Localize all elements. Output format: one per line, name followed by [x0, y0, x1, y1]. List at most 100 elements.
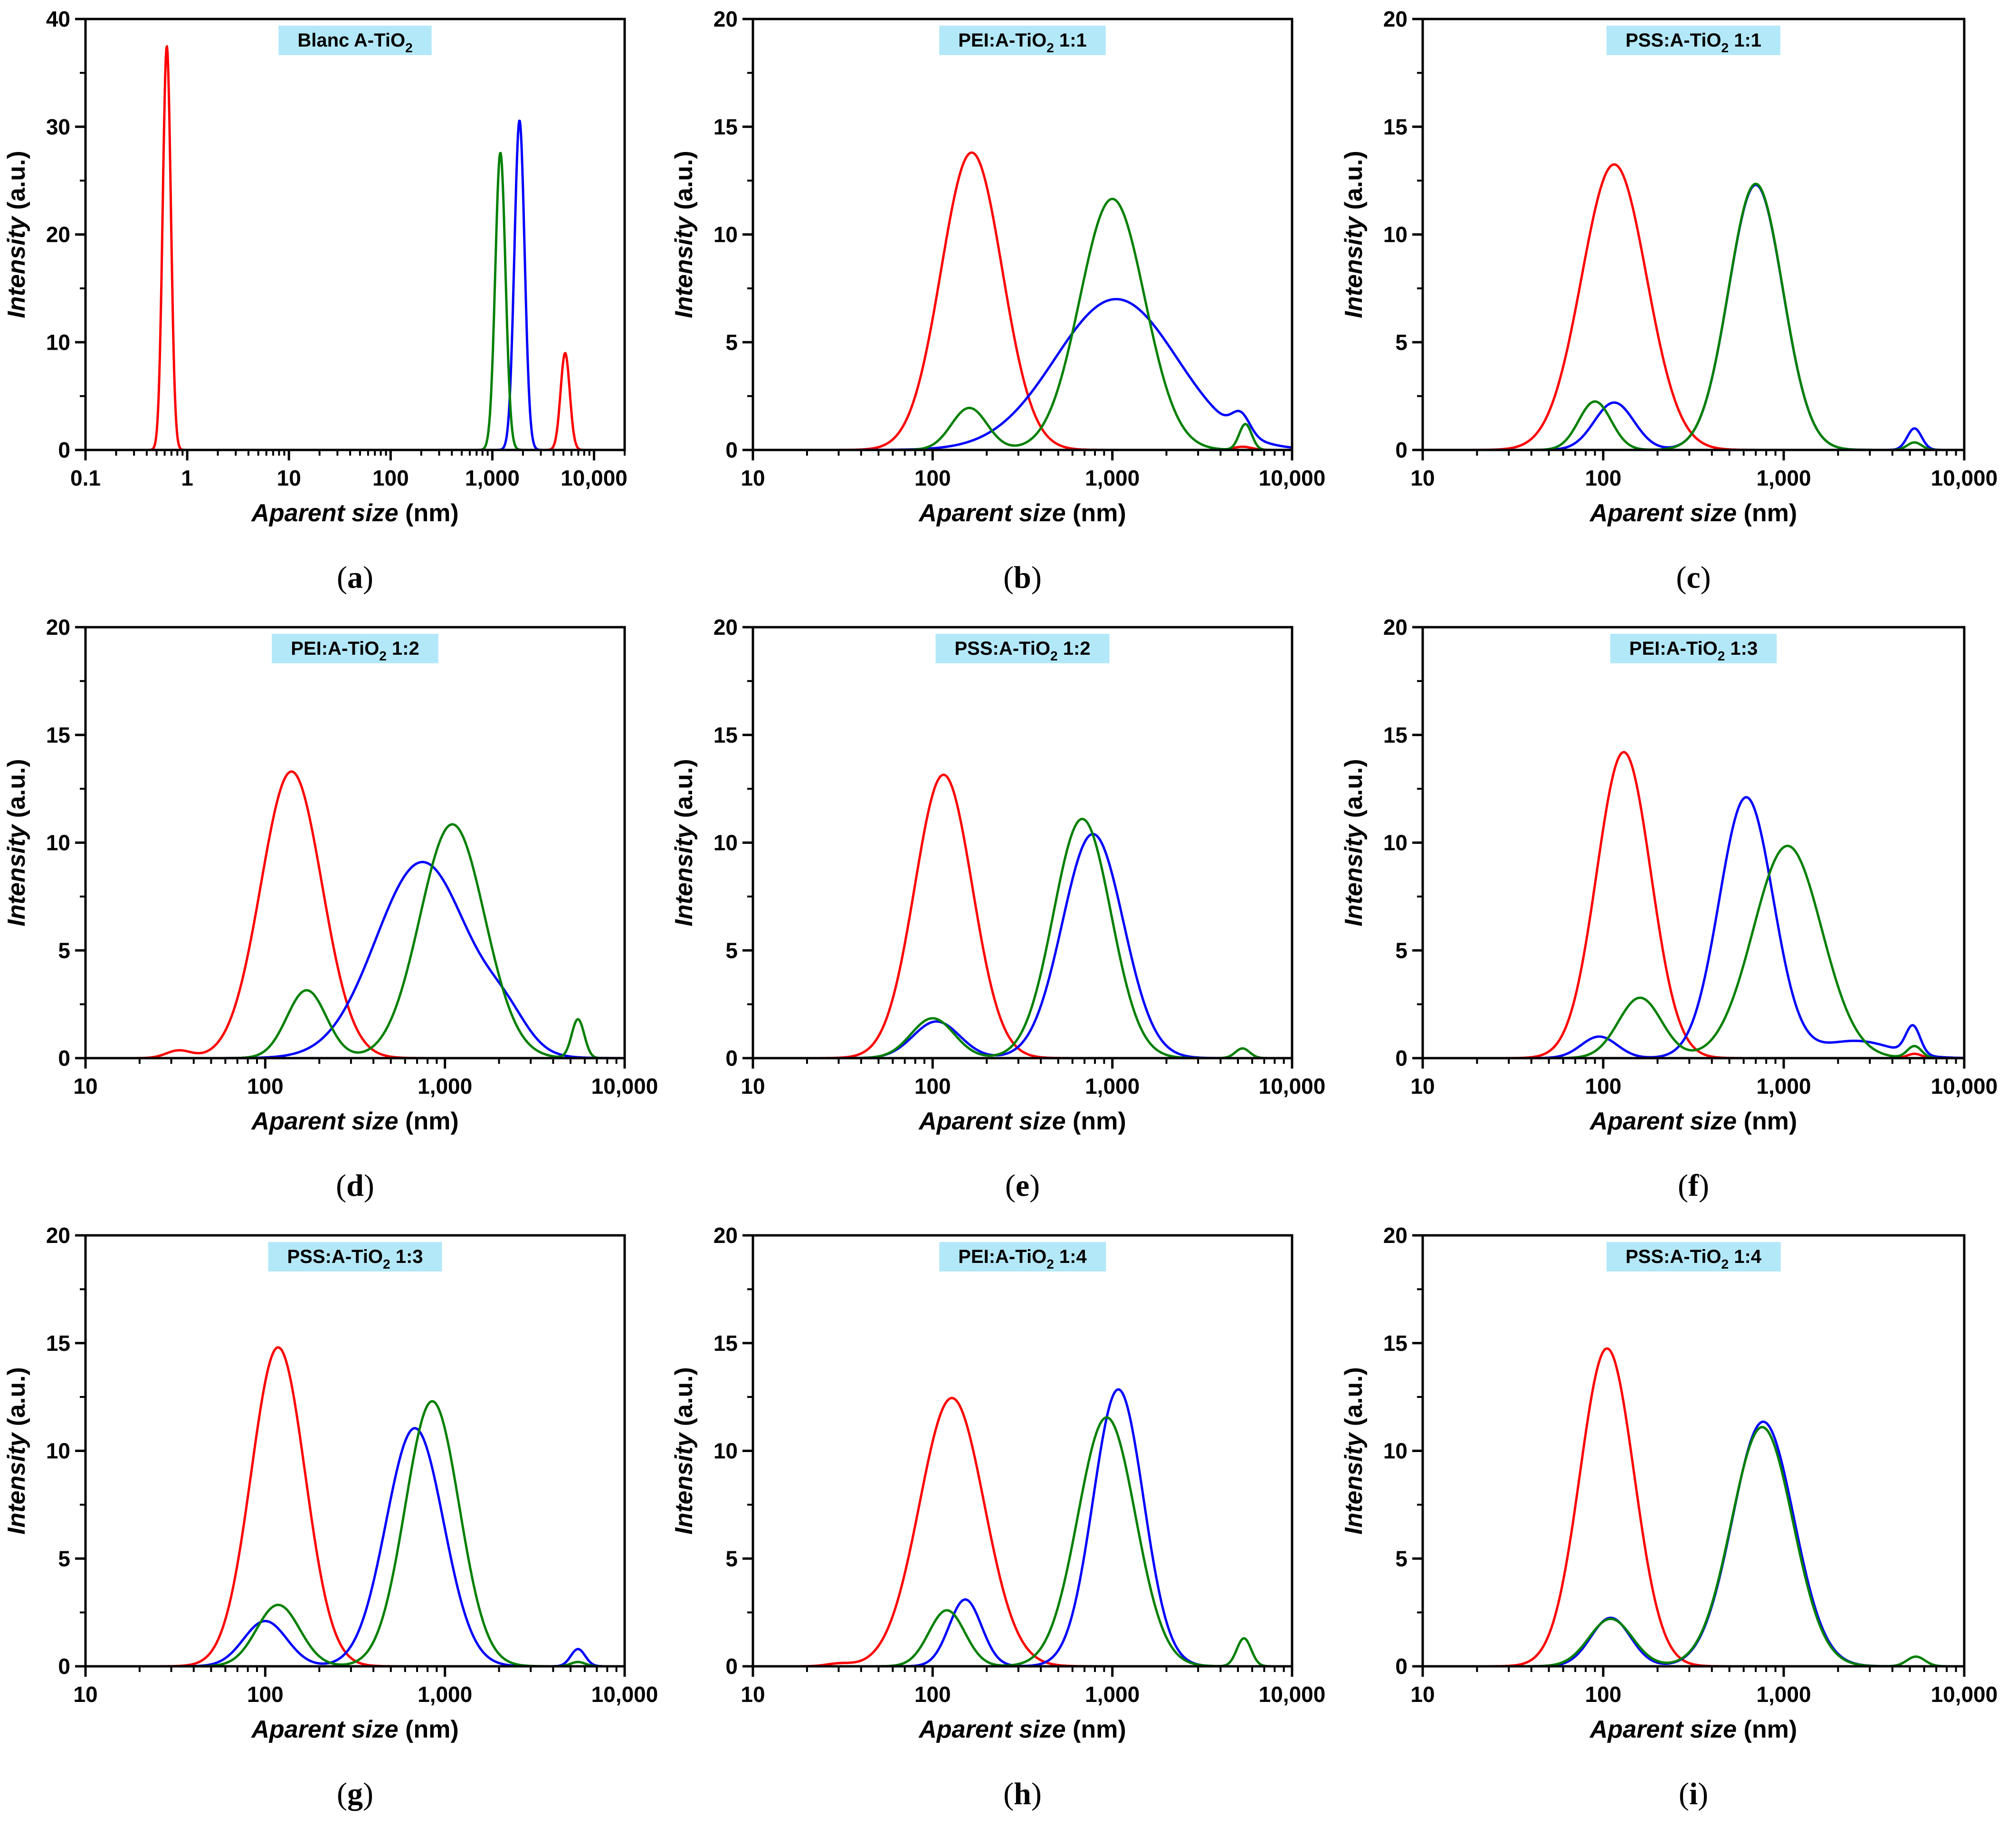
x-tick-label: 10,000 [1259, 466, 1326, 490]
y-tick-label: 0 [725, 438, 738, 462]
y-tick-label: 0 [58, 438, 70, 462]
panel-title-text: PSS:A-TiO2 1:3 [287, 1246, 423, 1271]
x-tick-label: 100 [914, 1074, 951, 1099]
y-tick-label: 15 [713, 115, 738, 139]
y-tick-label: 0 [725, 1046, 738, 1070]
x-axis-title: Aparent size (nm) [918, 1108, 1126, 1135]
panel-title: PEI:A-TiO2 1:2 [272, 634, 438, 663]
x-tick-label: 100 [247, 1682, 284, 1707]
panel-title: PSS:A-TiO2 1:1 [1606, 26, 1781, 55]
x-axis-title: Aparent size (nm) [250, 1716, 458, 1743]
y-tick-label: 20 [713, 615, 738, 640]
y-tick-label: 20 [46, 1223, 70, 1248]
plot-frame [751, 1234, 1293, 1668]
panel-letter: (c) [1676, 560, 1711, 595]
x-axis-title: Aparent size (nm) [918, 499, 1126, 527]
x-tick-label: 10 [73, 1074, 97, 1099]
panel-title-text: PSS:A-TiO2 1:1 [1626, 30, 1761, 55]
y-tick-label: 0 [1395, 1046, 1407, 1070]
x-tick-label: 100 [1585, 1682, 1622, 1707]
panel-letter: (h) [1003, 1777, 1042, 1811]
x-tick-label: 10 [741, 466, 765, 490]
panel-letter: (d) [336, 1168, 374, 1203]
x-tick-label: 10,000 [591, 1682, 658, 1707]
y-axis-title: Intensity (a.u.) [670, 151, 698, 318]
panel-title-background [935, 634, 1110, 663]
y-axis-title: Intensity (a.u.) [1340, 1367, 1368, 1535]
x-tick-label: 10,000 [1931, 466, 1998, 490]
panel-title-background [268, 1242, 442, 1271]
x-tick-label: 10,000 [1931, 1682, 1998, 1707]
y-tick-label: 15 [1383, 1331, 1407, 1356]
chart-panel-e: 10 100 1,000 10,000 0 5 10 15 20 Aparent size (nm… [670, 615, 1325, 1203]
y-tick-label: 0 [1395, 1654, 1407, 1679]
chart-panel-d: 10 100 1,000 10,000 0 5 10 15 20 Aparent size (nm… [3, 615, 658, 1203]
series-red-line [752, 1396, 1293, 1668]
y-tick-label: 20 [46, 222, 70, 247]
x-tick-label: 10 [73, 1682, 97, 1707]
y-tick-label: 15 [46, 723, 70, 747]
panel-letter: (g) [337, 1777, 373, 1811]
x-tick-label: 1,000 [465, 466, 520, 490]
panel-title-text: PSS:A-TiO2 1:2 [954, 638, 1090, 663]
x-tick-label: 10 [741, 1074, 765, 1099]
x-tick-label: 10 [741, 1682, 765, 1707]
y-tick-label: 10 [46, 831, 70, 855]
x-axis-title: Aparent size (nm) [918, 1716, 1126, 1743]
series-blue-line [752, 832, 1293, 1060]
series-red-line [1422, 751, 1965, 1060]
y-tick-label: 40 [46, 7, 70, 31]
plot-frame [751, 626, 1293, 1060]
series-blue-line [85, 119, 626, 451]
y-tick-label: 10 [1383, 1439, 1407, 1463]
panel-title-background [939, 26, 1106, 55]
x-tick-label: 100 [1585, 1074, 1622, 1099]
x-tick-label: 10,000 [561, 466, 628, 490]
y-tick-label: 15 [713, 723, 738, 747]
x-tick-label: 1 [181, 466, 193, 490]
panel-title: PSS:A-TiO2 1:2 [935, 634, 1110, 663]
series-green-line [1422, 1426, 1965, 1668]
panel-title: PEI:A-TiO2 1:1 [939, 26, 1106, 55]
panel-title-background [278, 26, 432, 55]
series-blue-line [1422, 796, 1965, 1060]
chart-panel-h: 10 100 1,000 10,000 0 5 10 15 20 Aparent size (nm… [670, 1223, 1325, 1811]
chart-panel-i: 10 100 1,000 10,000 0 5 10 15 20 Aparent size (nm… [1340, 1223, 1997, 1811]
series-green-line [752, 818, 1293, 1060]
x-tick-label: 10 [277, 466, 301, 490]
x-tick-label: 100 [1585, 466, 1622, 490]
y-tick-label: 20 [713, 1223, 738, 1248]
y-tick-label: 30 [46, 115, 70, 139]
y-tick-label: 20 [1383, 615, 1407, 640]
panel-letter: (e) [1005, 1168, 1040, 1203]
y-tick-label: 20 [1383, 7, 1407, 31]
panel-title: PEI:A-TiO2 1:3 [1610, 634, 1777, 663]
x-tick-label: 1,000 [1756, 466, 1811, 490]
series-red-line [85, 770, 626, 1060]
series-blue-line [752, 1388, 1293, 1668]
x-tick-label: 10 [1410, 1682, 1435, 1707]
x-tick-label: 10,000 [1259, 1682, 1326, 1707]
y-tick-label: 5 [58, 1546, 70, 1571]
y-tick-label: 5 [725, 330, 738, 354]
x-tick-label: 10,000 [591, 1074, 658, 1099]
y-tick-label: 0 [58, 1046, 70, 1070]
series-red-line [85, 45, 626, 451]
x-tick-label: 10 [1410, 466, 1435, 490]
series-red-line [1422, 1347, 1965, 1668]
series-green-line [85, 1400, 626, 1668]
y-tick-label: 15 [1383, 723, 1407, 747]
chart-panel-a: 0.1 1 10 100 1,000 10,000 0 10 20 30 40 Aparent siz… [3, 7, 628, 595]
x-tick-label: 10,000 [1931, 1074, 1998, 1099]
panel-title-text: PSS:A-TiO2 1:4 [1626, 1246, 1762, 1271]
chart-panel-c: 10 100 1,000 10,000 0 5 10 15 20 Aparent size (nm… [1340, 7, 1997, 595]
x-axis-title: Aparent size (nm) [250, 499, 458, 527]
panel-title: PEI:A-TiO2 1:4 [939, 1242, 1106, 1271]
y-tick-label: 15 [1383, 115, 1407, 139]
plot-frame [1421, 1234, 1966, 1668]
series-blue-line [85, 1427, 626, 1668]
plot-frame [751, 18, 1293, 451]
x-tick-label: 1,000 [1085, 1682, 1140, 1707]
chart-panel-b: 10 100 1,000 10,000 0 5 10 15 20 Aparent size (nm… [670, 7, 1325, 595]
